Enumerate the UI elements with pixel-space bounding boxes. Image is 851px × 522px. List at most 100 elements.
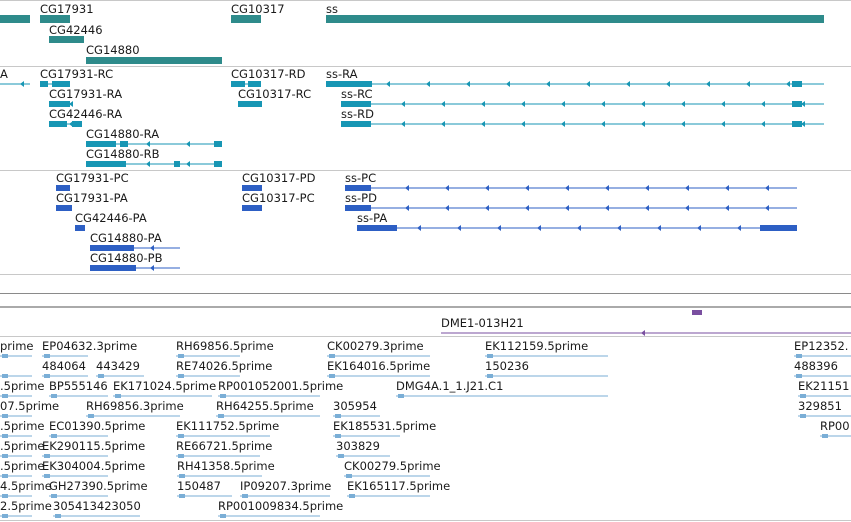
est-block[interactable] (220, 394, 226, 398)
est-label[interactable]: .5prime (0, 459, 45, 473)
protein-label[interactable]: CG42446-PA (75, 211, 147, 225)
est-block[interactable] (179, 474, 185, 478)
est-label[interactable]: EK111752.5prime (176, 419, 280, 433)
est-block[interactable] (800, 414, 806, 418)
protein-label[interactable]: CG10317-PD (242, 171, 316, 185)
est-label[interactable]: EK165117.5prime (347, 479, 451, 493)
transcript-label[interactable]: CG10317-RD (231, 67, 306, 81)
est-block[interactable] (220, 514, 226, 518)
est-block[interactable] (398, 394, 404, 398)
est-label[interactable]: RH69856.3prime (86, 399, 184, 413)
est-label[interactable]: 4.5prime (0, 479, 52, 493)
est-block[interactable] (178, 454, 184, 458)
est-block[interactable] (796, 374, 802, 378)
protein-label[interactable]: ss-PC (345, 171, 377, 185)
est-label[interactable]: RH64255.5prime (216, 399, 314, 413)
transcript-label[interactable]: CG10317-RC (238, 87, 312, 101)
transcript-label[interactable]: ss-RC (341, 87, 373, 101)
protein-block[interactable] (90, 265, 136, 271)
est-block[interactable] (51, 434, 57, 438)
protein-block[interactable] (242, 185, 262, 191)
est-label[interactable]: IP09207.3prime (240, 479, 332, 493)
est-label[interactable]: 443429 (96, 359, 140, 373)
gene-label[interactable]: ss (326, 2, 338, 16)
gene-feature[interactable] (326, 15, 824, 23)
gene-feature[interactable] (40, 15, 70, 23)
exon-block[interactable] (52, 81, 70, 87)
gene-feature[interactable] (86, 57, 222, 64)
gene-label[interactable]: CG14880 (86, 43, 140, 57)
est-block[interactable] (329, 374, 335, 378)
exon-block[interactable] (120, 141, 128, 147)
protein-block[interactable] (75, 225, 85, 231)
est-label[interactable]: 07.5prime (0, 399, 60, 413)
est-label[interactable]: EK112159.5prime (485, 339, 589, 353)
protein-label[interactable]: CG14880-PB (90, 251, 163, 265)
est-label[interactable]: EK164016.5prime (327, 359, 431, 373)
protein-label[interactable]: CG17931-PC (56, 171, 129, 185)
protein-block[interactable] (242, 205, 262, 211)
est-block[interactable] (822, 434, 828, 438)
est-label[interactable]: 150236 (485, 359, 529, 373)
gene-feature[interactable] (231, 15, 261, 23)
protein-block[interactable] (56, 185, 70, 191)
est-block[interactable] (796, 354, 802, 358)
transcript-label[interactable]: CG42446-RA (49, 107, 123, 121)
transcript-label[interactable]: CG17931-RC (40, 67, 114, 81)
est-label[interactable]: 488396 (794, 359, 838, 373)
est-block[interactable] (2, 374, 8, 378)
est-block[interactable] (349, 494, 355, 498)
est-label[interactable]: EP12352. (794, 339, 849, 353)
est-block[interactable] (338, 454, 344, 458)
est-block[interactable] (44, 374, 50, 378)
est-block[interactable] (487, 354, 493, 358)
est-label[interactable]: DMG4A.1_1.J21.C1 (396, 379, 504, 393)
est-label[interactable]: EK290115.5prime (42, 439, 146, 453)
est-label[interactable]: EK21151 (798, 379, 850, 393)
est-block[interactable] (2, 474, 8, 478)
exon-block[interactable] (238, 101, 262, 107)
est-label[interactable]: EP04632.3prime (42, 339, 138, 353)
est-label[interactable]: CK00279.5prime (344, 459, 441, 473)
gene-feature[interactable] (49, 36, 84, 43)
exon-block[interactable] (231, 81, 245, 87)
est-label[interactable]: BP555146 (49, 379, 108, 393)
est-label[interactable]: .5prime (0, 419, 45, 433)
est-block[interactable] (2, 454, 8, 458)
est-label[interactable]: 484064 (42, 359, 86, 373)
protein-block[interactable] (124, 245, 134, 251)
transcript-label[interactable]: ss-RA (326, 67, 358, 81)
protein-block[interactable] (56, 205, 72, 211)
est-block[interactable] (242, 494, 248, 498)
exon-block[interactable] (72, 121, 82, 127)
est-label[interactable]: RP001052001.5prime (218, 379, 344, 393)
est-block[interactable] (51, 394, 57, 398)
protein-block[interactable] (760, 225, 797, 231)
est-label[interactable]: CK00279.3prime (327, 339, 424, 353)
exon-block[interactable] (214, 141, 222, 147)
gene-label[interactable]: CG10317 (231, 2, 285, 16)
est-block[interactable] (335, 434, 341, 438)
exon-block[interactable] (49, 101, 70, 107)
est-block[interactable] (487, 374, 493, 378)
protein-label[interactable]: CG17931-PA (56, 191, 128, 205)
est-label[interactable]: RE66721.5prime (176, 439, 273, 453)
est-block[interactable] (2, 394, 8, 398)
est-block[interactable] (115, 394, 121, 398)
protein-block[interactable] (357, 225, 397, 231)
est-block[interactable] (179, 494, 185, 498)
est-label[interactable]: 329851 (798, 399, 842, 413)
est-block[interactable] (335, 414, 341, 418)
est-block[interactable] (2, 434, 8, 438)
est-label[interactable]: RP00 (820, 419, 850, 433)
est-label[interactable]: EC01390.5prime (49, 419, 146, 433)
gene-label[interactable]: CG42446 (49, 23, 103, 37)
est-label[interactable]: 303829 (336, 439, 380, 453)
exon-block[interactable] (326, 81, 372, 87)
exon-block[interactable] (174, 161, 180, 167)
est-block[interactable] (329, 354, 335, 358)
protein-label[interactable]: CG14880-PA (90, 231, 162, 245)
exon-block[interactable] (214, 161, 222, 167)
transcript-label[interactable]: ss-RD (341, 107, 374, 121)
exon-block[interactable] (248, 81, 261, 87)
